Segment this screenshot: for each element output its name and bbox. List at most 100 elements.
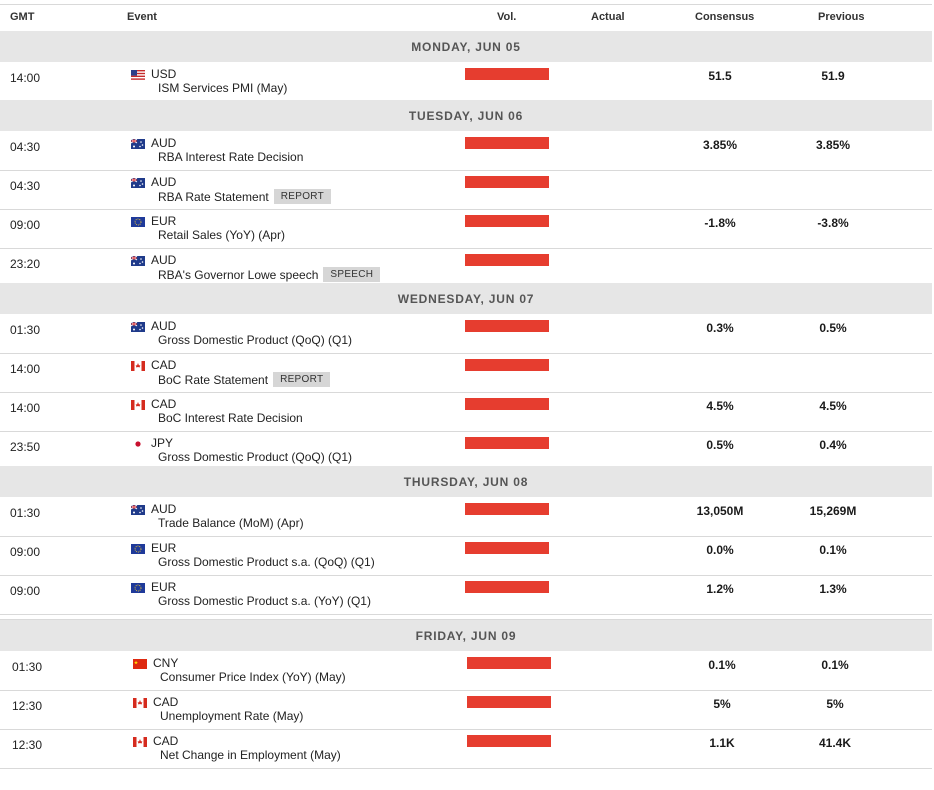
event-row[interactable]: 14:00 USD ISM Services PMI (May) 51.5 51.9: [0, 63, 932, 102]
currency: CAD: [131, 358, 176, 372]
consensus-value: 0.3%: [706, 321, 734, 335]
event-name[interactable]: ISM Services PMI (May): [158, 81, 288, 95]
previous-value: 15,269M: [809, 504, 857, 518]
event-name[interactable]: Gross Domestic Product (QoQ) (Q1): [158, 333, 353, 347]
event-name[interactable]: BoC Rate Statement: [158, 372, 269, 387]
col-gmt[interactable]: GMT: [10, 11, 35, 23]
currency: CAD: [133, 695, 178, 709]
event-row[interactable]: 12:30 CAD Unemployment Rate (May) 5% 5%: [0, 691, 932, 730]
currency-code: AUD: [151, 136, 177, 150]
volatility-bar: [465, 542, 549, 554]
day-header: TUESDAY, JUN 06: [0, 100, 932, 131]
flag-eu-icon: [131, 582, 145, 593]
currency: AUD: [130, 136, 177, 150]
currency-code: AUD: [151, 502, 177, 516]
event-row[interactable]: 09:00 EUR Gross Domestic Product s.a. (YoY…: [0, 576, 932, 615]
event-name-cell: BoC Rate Statement REPORT: [158, 372, 331, 387]
event-type-badge: REPORT: [273, 189, 332, 204]
event-name[interactable]: Gross Domestic Product s.a. (YoY) (Q1): [158, 594, 371, 608]
event-row[interactable]: 09:00 EUR Gross Domestic Product s.a. (QoQ…: [0, 537, 932, 576]
flag-eu-icon: [131, 216, 145, 227]
col-vol[interactable]: Vol.: [497, 11, 517, 23]
currency-code: AUD: [151, 319, 177, 333]
event-time: 23:20: [10, 257, 41, 271]
event-row[interactable]: 12:30 CAD Net Change in Employment (May) 1.…: [0, 730, 932, 769]
previous-value: 0.1%: [821, 658, 849, 672]
currency-code: AUD: [151, 175, 177, 189]
event-time: 04:30: [10, 179, 41, 193]
event-time: 14:00: [10, 71, 41, 85]
flag-au-icon: [130, 138, 145, 149]
event-time: 14:00: [10, 401, 41, 415]
volatility-bar: [465, 215, 549, 227]
consensus-value: 0.5%: [706, 438, 734, 452]
event-row[interactable]: 01:30 AUD Trade Balance (MoM) (Apr) 13,050M…: [0, 498, 932, 537]
currency-code: EUR: [151, 214, 177, 228]
event-time: 14:00: [10, 362, 41, 376]
volatility-bar: [465, 437, 549, 449]
event-name-cell: RBA Rate Statement REPORT: [158, 189, 332, 204]
consensus-value: 0.0%: [706, 543, 734, 557]
currency-code: CNY: [153, 656, 179, 670]
currency: JPY: [131, 436, 173, 450]
event-row[interactable]: 01:30 CNY Consumer Price Index (YoY) (May)…: [0, 652, 932, 691]
consensus-value: 51.5: [708, 69, 732, 83]
currency-code: USD: [151, 67, 177, 81]
currency: AUD: [130, 253, 176, 267]
volatility-bar: [465, 254, 549, 266]
event-name[interactable]: Retail Sales (YoY) (Apr): [158, 228, 285, 242]
volatility-bar: [465, 320, 549, 332]
event-time: 04:30: [10, 140, 41, 154]
event-row[interactable]: 09:00 EUR Retail Sales (YoY) (Apr) -1.8% -3.…: [0, 210, 932, 249]
previous-value: 0.5%: [819, 321, 847, 335]
currency: AUD: [130, 319, 177, 333]
event-name[interactable]: RBA Rate Statement: [158, 189, 269, 204]
col-previous[interactable]: Previous: [818, 11, 865, 23]
currency-code: CAD: [153, 695, 179, 709]
currency-code: JPY: [151, 436, 174, 450]
event-name-cell: Retail Sales (YoY) (Apr): [158, 228, 285, 242]
event-name[interactable]: RBA Interest Rate Decision: [158, 150, 304, 164]
event-name-cell: Gross Domestic Product s.a. (QoQ) (Q1): [158, 555, 375, 569]
event-name[interactable]: Gross Domestic Product s.a. (QoQ) (Q1): [158, 555, 375, 569]
consensus-value: 4.5%: [706, 399, 734, 413]
col-actual[interactable]: Actual: [591, 11, 625, 23]
volatility-bar: [467, 696, 551, 708]
event-row[interactable]: 04:30 AUD RBA Interest Rate Decision 3.85% 3…: [0, 132, 932, 171]
event-time: 09:00: [10, 218, 41, 232]
previous-value: 5%: [826, 697, 844, 711]
event-type-badge: SPEECH: [323, 267, 381, 282]
event-name-cell: Gross Domestic Product (QoQ) (Q1): [158, 450, 352, 464]
event-name-cell: RBA's Governor Lowe speech SPEECH: [158, 267, 381, 282]
event-row[interactable]: 01:30 AUD Gross Domestic Product (QoQ) (Q1…: [0, 315, 932, 354]
volatility-bar: [465, 359, 549, 371]
currency-code: CAD: [151, 358, 177, 372]
event-name[interactable]: BoC Interest Rate Decision: [158, 411, 303, 425]
flag-us-icon: [131, 69, 145, 80]
day-header: WEDNESDAY, JUN 07: [0, 283, 932, 314]
day-header: MONDAY, JUN 05: [0, 31, 932, 62]
event-name[interactable]: RBA's Governor Lowe speech: [158, 267, 319, 282]
event-row[interactable]: 14:00 CAD BoC Rate Statement REPORT: [0, 354, 932, 393]
event-time: 12:30: [12, 699, 43, 713]
previous-value: 51.9: [821, 69, 845, 83]
flag-ca-icon: [133, 697, 147, 708]
col-consensus[interactable]: Consensus: [695, 11, 755, 23]
currency-code: EUR: [151, 580, 177, 594]
event-time: 01:30: [12, 660, 43, 674]
volatility-bar: [465, 398, 549, 410]
event-name[interactable]: Trade Balance (MoM) (Apr): [158, 516, 304, 530]
event-name[interactable]: Consumer Price Index (YoY) (May): [160, 670, 346, 684]
event-name[interactable]: Net Change in Employment (May): [160, 748, 341, 762]
currency-code: EUR: [151, 541, 177, 555]
event-row[interactable]: 14:00 CAD BoC Interest Rate Decision 4.5% 4.…: [0, 393, 932, 432]
previous-value: 4.5%: [819, 399, 847, 413]
event-name[interactable]: Gross Domestic Product (QoQ) (Q1): [158, 450, 353, 464]
flag-ca-icon: [131, 399, 145, 410]
currency: EUR: [131, 541, 176, 555]
event-name[interactable]: Unemployment Rate (May): [160, 709, 304, 723]
col-event[interactable]: Event: [127, 11, 157, 23]
event-name-cell: Gross Domestic Product (QoQ) (Q1): [158, 333, 352, 347]
previous-value: 41.4K: [818, 736, 852, 750]
event-row[interactable]: 04:30 AUD RBA Rate Statement REPORT: [0, 171, 932, 210]
